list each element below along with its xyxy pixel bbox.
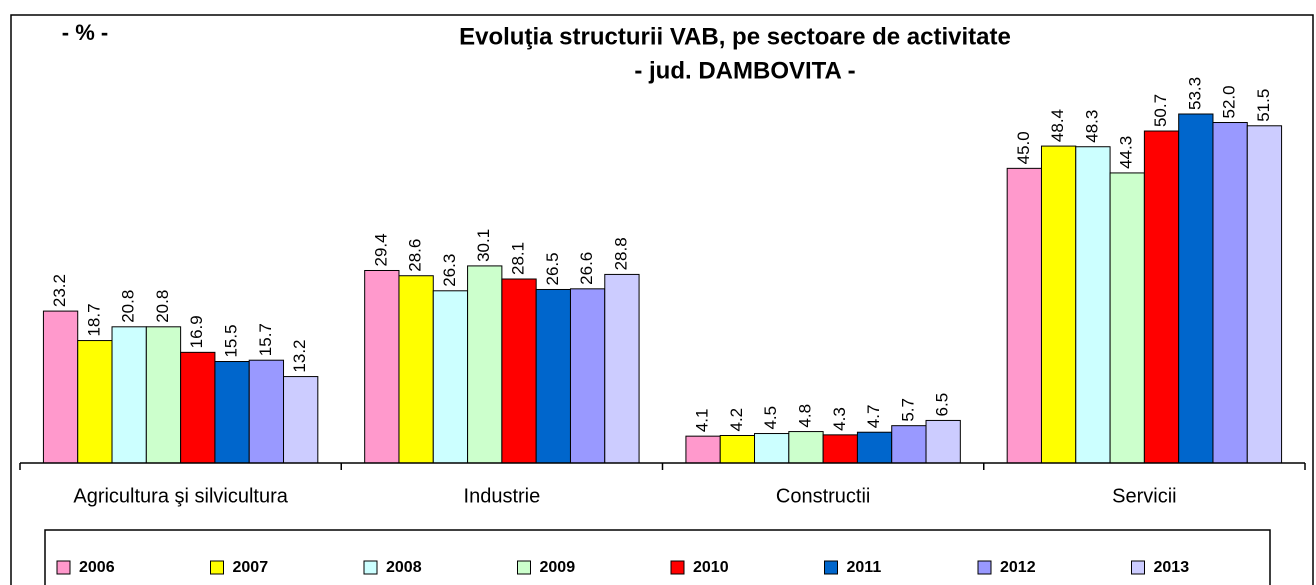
bar (685, 435, 721, 464)
value-label: 50.7 (1151, 94, 1170, 127)
legend-label: 2010 (693, 559, 729, 576)
bar (856, 431, 893, 464)
bar (569, 288, 606, 464)
legend-label: 2012 (1000, 559, 1036, 576)
bar (42, 310, 79, 464)
value-label: 26.5 (543, 252, 562, 285)
value-label: 45.0 (1014, 131, 1033, 164)
x-tick-label: Servicii (1112, 485, 1176, 507)
value-label: 5.7 (898, 398, 917, 422)
bar (719, 434, 756, 464)
legend-swatch (670, 560, 685, 575)
value-label: 6.5 (933, 393, 952, 417)
bar (467, 265, 503, 464)
legend-label: 2007 (233, 559, 269, 576)
bar (925, 419, 961, 464)
value-label: 4.3 (830, 407, 849, 431)
bar (1006, 167, 1042, 464)
value-label: 4.7 (864, 405, 883, 429)
value-label: 4.5 (761, 406, 780, 430)
bar (283, 376, 319, 464)
bar (501, 278, 537, 464)
bar (1109, 172, 1145, 464)
bar (1246, 125, 1283, 464)
value-label: 13.2 (290, 339, 309, 372)
unit-label: - % - (62, 20, 108, 45)
bar (788, 431, 824, 464)
bar (891, 425, 927, 464)
bar (604, 273, 640, 464)
value-label: 23.2 (50, 274, 69, 307)
legend-label: 2006 (79, 559, 115, 576)
bar (180, 351, 216, 464)
value-label: 18.7 (84, 303, 103, 336)
legend-swatch (363, 560, 378, 575)
value-label: 26.3 (440, 254, 459, 287)
value-label: 30.1 (474, 229, 493, 262)
bar (432, 290, 469, 464)
value-label: 4.1 (693, 409, 712, 433)
value-label: 48.3 (1082, 110, 1101, 143)
bar (1178, 113, 1214, 464)
legend-swatch (824, 560, 838, 575)
value-label: 52.0 (1220, 85, 1239, 118)
value-label: 16.9 (187, 315, 206, 348)
x-tick-label: Agricultura şi silvicultura (73, 485, 288, 507)
chart-title: Evoluţia structurii VAB, pe sectoare de … (459, 23, 1011, 50)
x-tick-label: Constructii (776, 485, 870, 507)
bar (248, 359, 285, 464)
legend-swatch (1131, 560, 1145, 575)
legend-swatch (56, 560, 71, 575)
bar (398, 275, 434, 464)
value-label: 48.4 (1048, 109, 1067, 142)
bar (111, 326, 147, 464)
legend-swatch (210, 560, 224, 575)
value-label: 4.8 (795, 404, 814, 428)
value-label: 15.7 (256, 323, 275, 356)
value-label: 28.1 (509, 242, 528, 275)
value-label: 4.2 (727, 408, 746, 432)
bar (214, 361, 250, 464)
bar (1040, 145, 1077, 464)
value-label: 26.6 (577, 252, 596, 285)
legend-label: 2013 (1154, 559, 1190, 576)
x-tick-label: Industrie (464, 485, 541, 507)
value-label: 20.8 (119, 290, 138, 323)
legend-swatch (517, 560, 531, 575)
value-label: 28.8 (611, 237, 630, 270)
bar (822, 434, 858, 464)
bar (1212, 122, 1248, 464)
bar (364, 269, 400, 464)
legend-label: 2008 (386, 559, 422, 576)
bar (1143, 130, 1180, 464)
legend-label: 2011 (847, 559, 882, 576)
value-label: 53.3 (1185, 77, 1204, 110)
bar (77, 340, 113, 464)
legend-frame (44, 529, 1271, 585)
bar (145, 326, 182, 464)
bar (1075, 146, 1111, 464)
value-label: 44.3 (1117, 136, 1136, 169)
value-label: 15.5 (222, 324, 241, 357)
legend-swatch (977, 560, 992, 575)
legend-label: 2009 (540, 559, 576, 576)
chart-subtitle: - jud. DAMBOVITA - (634, 57, 855, 84)
value-label: 29.4 (371, 233, 390, 266)
value-label: 51.5 (1254, 89, 1273, 122)
value-label: 28.6 (406, 239, 425, 272)
bar (754, 433, 790, 464)
value-label: 20.8 (153, 290, 172, 323)
bar (535, 288, 571, 464)
